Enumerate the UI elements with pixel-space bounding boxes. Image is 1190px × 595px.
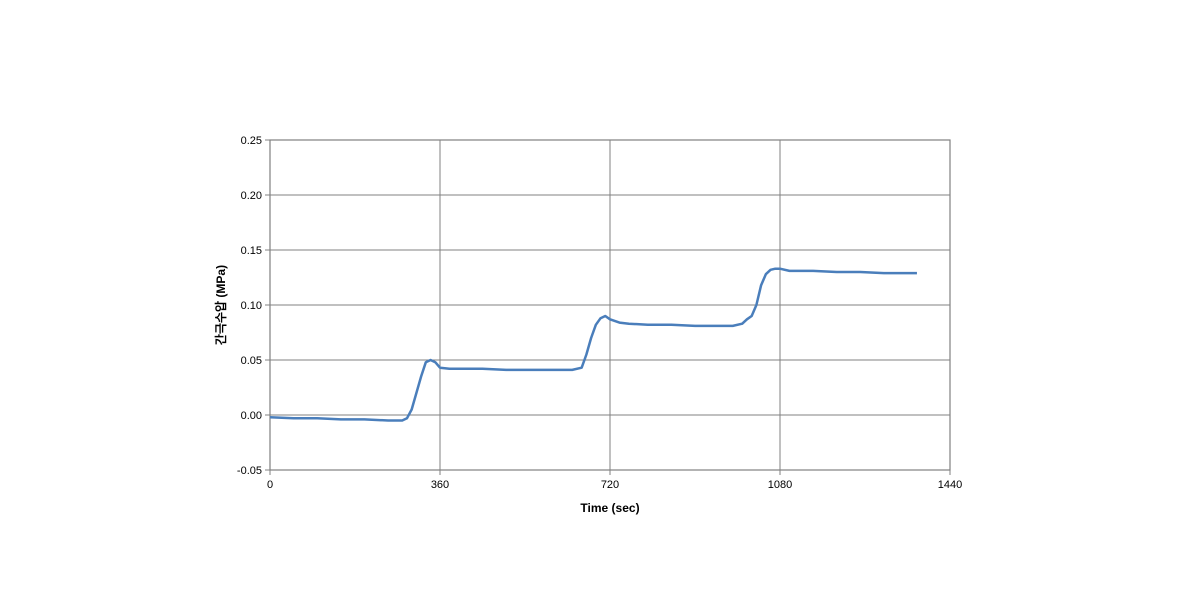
x-axis-label: Time (sec) (580, 501, 639, 515)
x-tick-label: 1080 (768, 479, 792, 491)
x-tick-label: 720 (601, 479, 619, 491)
y-tick-label: 0.20 (241, 190, 262, 202)
y-tick-label: 0.05 (241, 355, 262, 367)
y-tick-label: 0.10 (241, 300, 262, 312)
x-tick-label: 360 (431, 479, 449, 491)
x-tick-label: 1440 (938, 479, 962, 491)
y-axis-label: 간극수압 (MPa) (213, 265, 228, 345)
x-tick-label: 0 (267, 479, 273, 491)
line-chart: 0 360 720 1080 1440 -0.05 0.00 0.05 0.10 0.15 0.20… (210, 130, 980, 530)
y-tick-label: -0.05 (237, 465, 262, 477)
y-tick-label: 0.00 (241, 410, 262, 422)
chart-container: 0 360 720 1080 1440 -0.05 0.00 0.05 0.10 0.15 0.20… (210, 130, 980, 530)
y-tick-label: 0.15 (241, 245, 262, 257)
y-tick-label: 0.25 (241, 135, 262, 147)
